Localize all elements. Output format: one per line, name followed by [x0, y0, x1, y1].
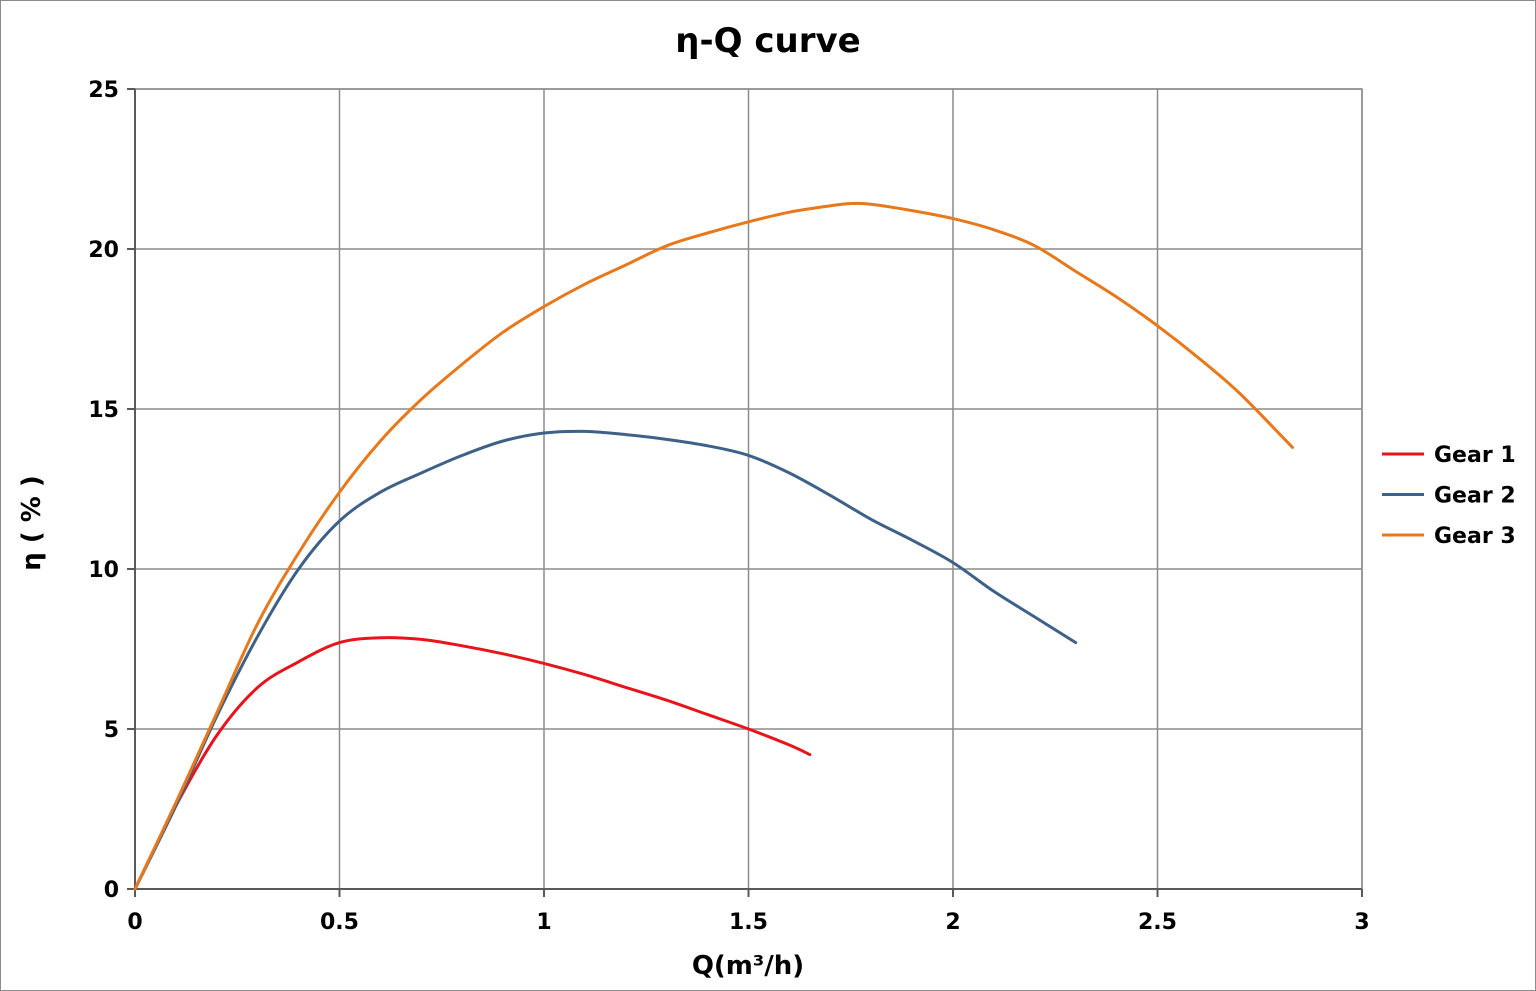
x-axis-title: Q(m³/h)	[692, 951, 804, 981]
series-line-gear-3	[133, 201, 1294, 891]
x-tick-label: 2.5	[1138, 910, 1177, 935]
x-tick-label: 3	[1354, 910, 1369, 935]
legend-label-gear-3: Gear 3	[1434, 524, 1516, 549]
legend: Gear 1 Gear 2 Gear 3	[1382, 443, 1516, 549]
x-tick-label: 0	[127, 910, 142, 935]
y-tick-labels: 0 5 10 15 20 25	[88, 78, 119, 903]
series-line-gear-1	[133, 636, 812, 891]
grid-lines	[134, 88, 1363, 890]
legend-label-gear-2: Gear 2	[1434, 484, 1516, 509]
y-tick-label: 5	[104, 718, 119, 743]
y-tick-label: 20	[88, 238, 119, 263]
series-line-gear-2	[133, 429, 1078, 891]
axes	[127, 88, 1363, 897]
y-tick-label: 0	[104, 878, 119, 903]
x-tick-label: 1.5	[729, 910, 768, 935]
y-tick-label: 10	[88, 558, 119, 583]
x-tick-label: 0.5	[320, 910, 359, 935]
chart-title: η-Q curve	[675, 21, 860, 61]
y-axis-title: η ( % )	[17, 475, 47, 570]
series-lines	[133, 201, 1294, 891]
y-tick-label: 25	[88, 78, 119, 103]
y-tick-label: 15	[88, 398, 119, 423]
x-tick-labels: 0 0.5 1 1.5 2 2.5 3	[127, 910, 1369, 935]
x-tick-label: 1	[536, 910, 551, 935]
legend-label-gear-1: Gear 1	[1434, 443, 1516, 468]
x-tick-label: 2	[945, 910, 960, 935]
